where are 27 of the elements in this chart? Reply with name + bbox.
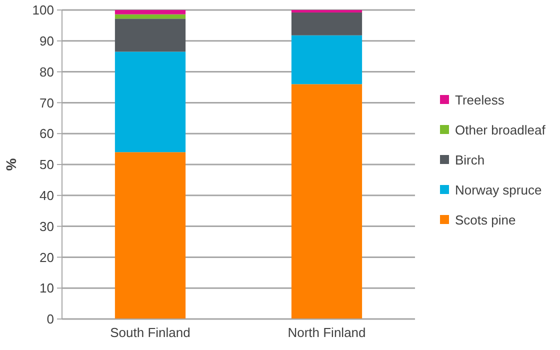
- legend-label: Norway spruce: [455, 182, 542, 198]
- y-tick-label: 0: [46, 312, 54, 327]
- y-axis-title: %: [3, 158, 19, 171]
- legend-label: Scots pine: [455, 212, 516, 228]
- y-tick-label: 50: [40, 157, 54, 172]
- y-tick-label: 60: [40, 126, 54, 142]
- y-tick-label: 70: [40, 95, 54, 110]
- y-tick-label: 30: [40, 218, 54, 234]
- bar: [291, 35, 362, 84]
- legend-label: Treeless: [455, 92, 505, 108]
- x-tick-label: South Finland: [110, 325, 190, 340]
- bar: [114, 52, 186, 152]
- bar: [114, 14, 186, 19]
- y-tick-label: 100: [32, 2, 54, 18]
- x-tick-label: North Finland: [288, 325, 366, 340]
- bar: [291, 84, 362, 319]
- bar: [114, 10, 186, 14]
- y-tick-label: 10: [40, 280, 54, 296]
- bar: [291, 12, 362, 36]
- legend-label: Birch: [455, 152, 485, 168]
- y-tick-label: 40: [40, 188, 54, 203]
- y-tick-label: 20: [40, 250, 54, 265]
- y-tick-label: 80: [40, 64, 54, 80]
- y-tick-label: 90: [40, 33, 54, 48]
- bar: [114, 18, 186, 52]
- bar: [114, 152, 186, 319]
- legend-label: Other broadleaf: [455, 122, 546, 138]
